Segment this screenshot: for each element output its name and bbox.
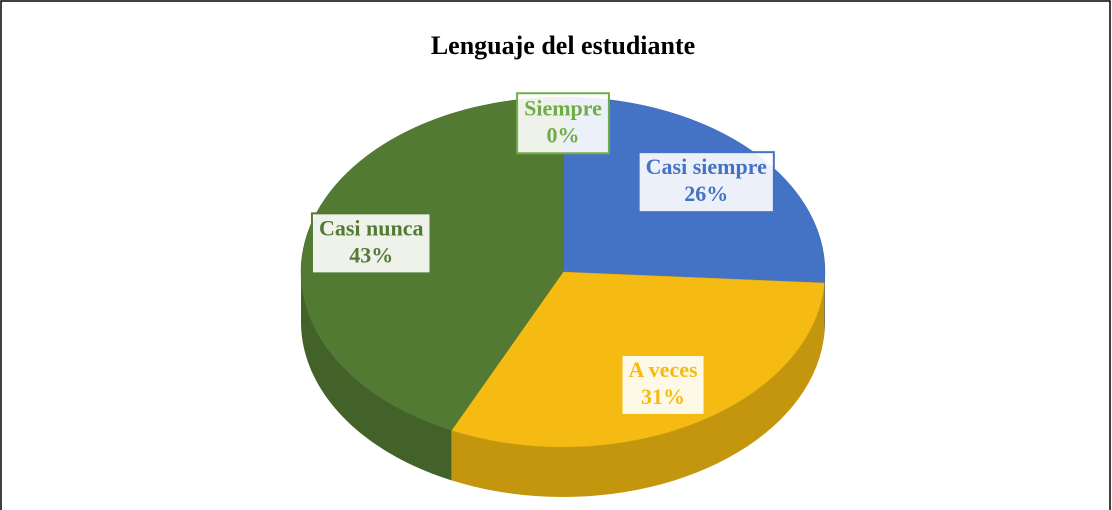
label-value: 31% xyxy=(641,384,685,409)
label-category: Casi siempre xyxy=(646,154,767,179)
slice-side xyxy=(451,282,825,497)
label-box xyxy=(516,92,610,155)
label-box xyxy=(310,212,432,275)
label-box xyxy=(637,151,775,214)
label-value: 0% xyxy=(547,122,580,147)
chart-title: Lenguaje del estudiante xyxy=(431,31,695,60)
label-value: 43% xyxy=(349,242,393,267)
slice xyxy=(300,96,564,431)
label-value: 26% xyxy=(684,181,728,206)
label-category: Casi nunca xyxy=(319,215,424,240)
label-category: Siempre xyxy=(524,95,602,120)
label-box xyxy=(620,353,706,416)
label-category: A veces xyxy=(629,357,698,382)
slice-side xyxy=(301,272,452,481)
slice-side xyxy=(824,272,825,333)
